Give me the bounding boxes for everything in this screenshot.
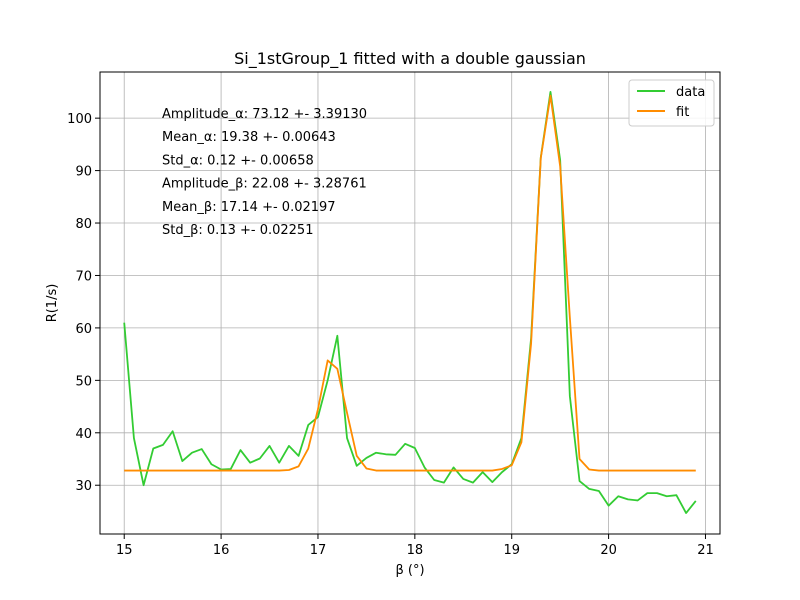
annotation-line: Mean_β: 17.14 +- 0.02197 <box>162 200 336 215</box>
x-tick-label: 18 <box>407 543 424 558</box>
x-tick-label: 20 <box>600 543 617 558</box>
annotation-line: Amplitude_β: 22.08 +- 3.28761 <box>162 177 367 192</box>
legend: data fit <box>628 79 715 127</box>
legend-label-fit: fit <box>676 105 689 120</box>
x-tick-label: 21 <box>697 543 714 558</box>
annotation-line: Mean_α: 19.38 +- 0.00643 <box>162 130 336 145</box>
x-tick-label: 16 <box>213 543 230 558</box>
y-axis-label: R(1/s) <box>45 284 60 323</box>
y-tick-label: 80 <box>75 217 92 232</box>
y-axis: 30 40 50 60 70 80 90 100 <box>67 112 100 494</box>
x-tick-label: 17 <box>310 543 327 558</box>
y-tick-label: 100 <box>67 112 92 127</box>
legend-label-data: data <box>676 85 705 100</box>
y-tick-label: 70 <box>75 269 92 284</box>
y-tick-label: 90 <box>75 165 92 180</box>
x-tick-label: 19 <box>503 543 520 558</box>
x-tick-label: 15 <box>116 543 133 558</box>
series-line-fit <box>124 94 696 472</box>
chart-title: Si_1stGroup_1 fitted with a double gauss… <box>234 49 586 69</box>
annotation-line: Std_β: 0.13 +- 0.02251 <box>162 223 313 238</box>
series-line-data <box>123 91 697 514</box>
x-axis-label: β (°) <box>395 563 424 578</box>
grid <box>100 72 720 534</box>
fit-parameters-annotation: Amplitude_α: 73.12 +- 3.39130 Mean_α: 19.… <box>162 107 367 238</box>
annotation-line: Amplitude_α: 73.12 +- 3.39130 <box>162 107 367 122</box>
y-tick-label: 30 <box>75 479 92 494</box>
series-layer <box>123 91 697 514</box>
y-tick-label: 50 <box>75 374 92 389</box>
y-tick-label: 40 <box>75 427 92 442</box>
annotation-line: Std_α: 0.12 +- 0.00658 <box>162 153 314 168</box>
y-tick-label: 60 <box>75 322 92 337</box>
plot-frame <box>99 71 721 535</box>
x-axis: 15 16 17 18 19 20 21 <box>116 534 714 558</box>
